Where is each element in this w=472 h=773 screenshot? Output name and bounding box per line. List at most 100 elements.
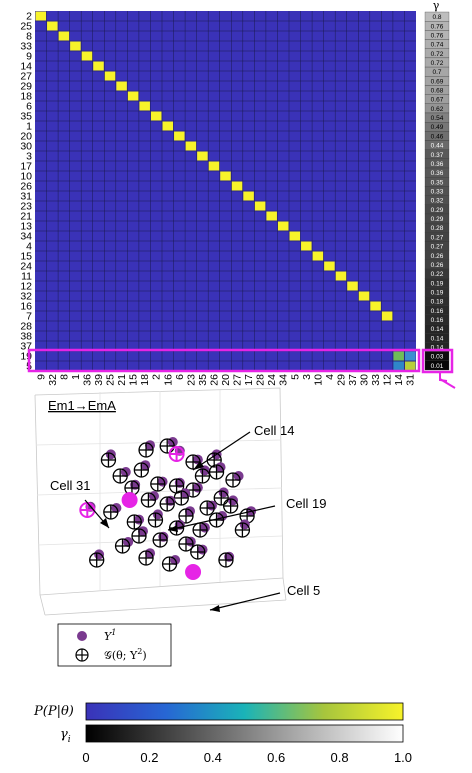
gamma-header: γ [433, 0, 440, 12]
diag-cell [370, 301, 381, 311]
gamma-cell [424, 360, 450, 371]
block-cell [393, 361, 404, 371]
block-cell [404, 351, 416, 361]
diag-cell [174, 131, 185, 141]
row-label: 9 [26, 51, 32, 63]
col-label: 25 [105, 374, 117, 386]
diag-cell [70, 41, 81, 51]
row-label: 29 [20, 81, 32, 93]
col-label: 28 [255, 374, 267, 386]
y1-point [165, 495, 176, 506]
colorbar-tick-label: 0.2 [140, 750, 158, 765]
diag-cell [47, 21, 58, 31]
row-label: 13 [20, 221, 32, 233]
diag-cell [58, 31, 70, 41]
col-label: 27 [232, 374, 244, 386]
scatter-title: Em1→EmA [48, 398, 116, 413]
gamma-value: 0.54 [431, 115, 444, 122]
heatmap-col-labels: 9 32 8 1 36 39 25 21 15 18 2 16 6 23 35 26 20 27 17 28 24 34 5… [35, 374, 416, 386]
gamma-value: 0.35 [431, 179, 444, 186]
row-label: 38 [20, 331, 32, 343]
heatmap-highlight-box [27, 348, 421, 373]
col-label: 32 [47, 374, 59, 386]
row-label: 35 [20, 111, 32, 123]
colorbar-gray [85, 724, 404, 743]
row-label: 30 [20, 141, 32, 153]
gamma-value: 0.62 [431, 106, 444, 113]
col-label: 34 [278, 374, 290, 386]
row-label: 33 [20, 41, 32, 53]
row-label: 11 [21, 271, 32, 283]
row-label: 25 [20, 21, 32, 33]
diag-cell [335, 271, 347, 281]
row-label: 20 [20, 131, 32, 143]
col-label: 9 [35, 374, 47, 380]
gamma-value: 0.28 [431, 225, 444, 232]
gamma-value: 0.72 [431, 51, 444, 58]
gamma-value: 0.27 [431, 234, 444, 241]
gamma-value: 0.49 [431, 124, 444, 131]
annotation-cell-31: Cell 31 [50, 478, 90, 493]
highlight-dot [185, 564, 202, 580]
gamma-value: 0.14 [431, 345, 444, 352]
diag-cell [324, 261, 335, 271]
gamma-value: 0.26 [431, 262, 444, 269]
col-label: 29 [335, 374, 347, 386]
legend-y1-marker [77, 631, 87, 641]
col-label: 23 [185, 374, 197, 386]
gamma-value: 0.19 [431, 289, 444, 296]
gamma-value: 0.46 [431, 133, 444, 140]
legend-y1-label: Y1 [104, 628, 116, 643]
colorbar-tick-label: 0.4 [204, 750, 222, 765]
arrow-cell-19-icon [167, 505, 276, 531]
y1-point [218, 487, 229, 498]
diag-cell [277, 221, 289, 231]
diag-cell [81, 51, 93, 61]
col-label: 18 [139, 374, 151, 386]
row-label: 14 [20, 61, 32, 73]
diag-cell [220, 171, 231, 181]
diag-cell [93, 61, 104, 71]
diag-cell [301, 241, 312, 251]
col-label: 24 [266, 374, 278, 386]
gamma-value: 0.16 [431, 308, 444, 315]
y1-point [158, 531, 169, 542]
diag-cell [231, 181, 243, 191]
col-label: 15 [128, 374, 140, 386]
col-label: 30 [359, 374, 371, 386]
col-label: 17 [243, 374, 255, 386]
gamma-value: 0.44 [431, 143, 444, 150]
gamma-value: 0.16 [431, 317, 444, 324]
diag-cell [35, 11, 47, 21]
gamma-value: 0.14 [431, 326, 444, 333]
col-label: 39 [93, 374, 105, 386]
gamma-value: 0.36 [431, 170, 444, 177]
col-label: 14 [393, 374, 405, 386]
scatter-points [79, 437, 257, 572]
colorbar-tick-label: 0 [82, 750, 89, 765]
y1-point [224, 551, 235, 562]
col-label: 21 [116, 374, 128, 386]
arrowhead-cell-5-icon [210, 605, 220, 612]
row-label: 37 [20, 341, 32, 353]
diag-cell [208, 161, 220, 171]
gamma-value: 0.36 [431, 161, 444, 168]
col-label: 1 [70, 374, 82, 380]
y1-point [174, 477, 185, 488]
gamma-value: 0.68 [431, 88, 444, 95]
colorbar-tick-label: 0.6 [267, 750, 285, 765]
col-label: 10 [312, 374, 324, 386]
arrowhead-cell-19-icon [168, 525, 178, 532]
row-label: 32 [20, 291, 32, 303]
scatter-chart: Em1→EmA Cell 14 Cell 31 Cell 19 Cell 5 Y… [34, 387, 326, 667]
colorbar-tick-label: 1.0 [394, 750, 412, 765]
diag-cell [139, 101, 150, 111]
row-label: 34 [20, 231, 32, 243]
col-label: 20 [220, 374, 232, 386]
col-label: 12 [382, 374, 394, 386]
block-cell [393, 351, 404, 361]
row-label: 26 [20, 181, 32, 193]
diag-cell [150, 111, 162, 121]
diag-cell [162, 121, 174, 131]
gamma-value: 0.7 [432, 69, 441, 76]
